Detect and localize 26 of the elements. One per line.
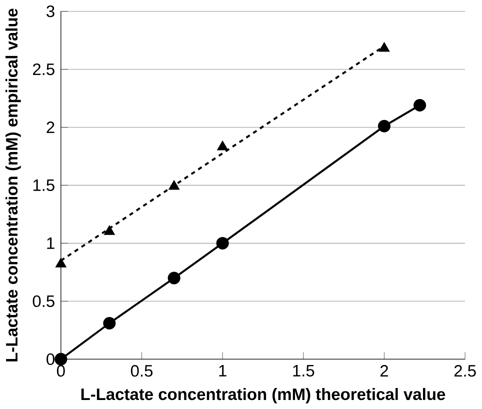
y-tick-label: 2 — [46, 122, 54, 134]
x-tick-label: 1 — [219, 365, 226, 376]
x-axis-title: L-Lactate concentration (mM) theoretical value — [81, 388, 446, 404]
x-tick-label: 2 — [380, 365, 388, 377]
x-tick-label: 2.5 — [454, 365, 476, 377]
point — [168, 272, 180, 284]
point — [216, 237, 229, 250]
y-tick-label: 1.5 — [33, 180, 54, 192]
y-tick-label: 2.5 — [33, 64, 54, 76]
point — [414, 99, 426, 112]
point — [104, 225, 115, 235]
point — [55, 258, 66, 268]
y-tick-label: 0 — [46, 353, 54, 366]
point — [217, 140, 228, 150]
point — [378, 42, 390, 52]
y-tick-label: 3 — [46, 6, 54, 18]
point — [103, 317, 116, 330]
y-tick-label: 1 — [47, 238, 54, 249]
x-tick-label: 1.5 — [293, 365, 314, 377]
y-axis-title: L-Lactate concentration (mM) empirical value — [5, 8, 21, 362]
point — [168, 180, 180, 190]
point — [54, 352, 68, 366]
x-tick-label: 0 — [56, 365, 65, 377]
point — [378, 120, 390, 132]
y-tick-label: 0.5 — [32, 295, 54, 308]
x-tick-label: 0.5 — [130, 365, 153, 377]
